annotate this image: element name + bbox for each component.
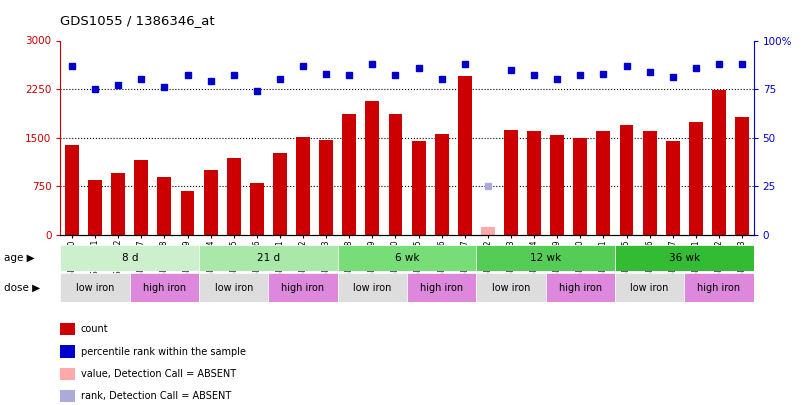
Text: rank, Detection Call = ABSENT: rank, Detection Call = ABSENT bbox=[81, 391, 231, 401]
Text: dose ▶: dose ▶ bbox=[4, 283, 40, 292]
Bar bbox=[504, 130, 518, 235]
Text: low iron: low iron bbox=[630, 283, 669, 292]
Bar bbox=[130, 273, 199, 302]
Bar bbox=[476, 245, 615, 271]
Bar bbox=[199, 245, 338, 271]
Bar bbox=[596, 131, 610, 235]
Text: low iron: low iron bbox=[76, 283, 114, 292]
Bar bbox=[65, 145, 79, 235]
Bar bbox=[268, 273, 338, 302]
Bar bbox=[338, 273, 407, 302]
Text: GDS1055 / 1386346_at: GDS1055 / 1386346_at bbox=[60, 14, 215, 27]
Text: high iron: high iron bbox=[420, 283, 463, 292]
Bar bbox=[199, 273, 268, 302]
Text: 8 d: 8 d bbox=[122, 253, 138, 263]
Bar bbox=[157, 177, 172, 235]
Bar bbox=[615, 245, 754, 271]
Text: low iron: low iron bbox=[353, 283, 392, 292]
Bar bbox=[273, 153, 287, 235]
Bar bbox=[181, 191, 194, 235]
Text: high iron: high iron bbox=[281, 283, 325, 292]
Bar bbox=[615, 273, 684, 302]
Bar bbox=[319, 140, 333, 235]
Text: high iron: high iron bbox=[559, 283, 602, 292]
Text: 12 wk: 12 wk bbox=[530, 253, 561, 263]
Bar bbox=[620, 125, 634, 235]
Bar bbox=[204, 170, 218, 235]
Bar bbox=[642, 130, 657, 235]
Bar bbox=[546, 273, 615, 302]
Bar bbox=[296, 137, 310, 235]
Bar bbox=[666, 141, 679, 235]
Bar bbox=[550, 135, 564, 235]
Text: 21 d: 21 d bbox=[257, 253, 280, 263]
Bar bbox=[476, 273, 546, 302]
Bar bbox=[111, 173, 125, 235]
Bar bbox=[527, 131, 541, 235]
Text: 6 wk: 6 wk bbox=[395, 253, 419, 263]
Bar bbox=[481, 227, 495, 235]
Bar bbox=[88, 181, 102, 235]
Bar bbox=[684, 273, 754, 302]
Text: value, Detection Call = ABSENT: value, Detection Call = ABSENT bbox=[81, 369, 235, 379]
Bar bbox=[250, 183, 264, 235]
Text: percentile rank within the sample: percentile rank within the sample bbox=[81, 347, 246, 356]
Text: 36 wk: 36 wk bbox=[669, 253, 700, 263]
Bar bbox=[412, 141, 426, 235]
Text: high iron: high iron bbox=[697, 283, 741, 292]
Bar bbox=[712, 90, 726, 235]
Bar bbox=[60, 245, 199, 271]
Text: low iron: low iron bbox=[492, 283, 530, 292]
Bar bbox=[434, 134, 449, 235]
Bar bbox=[226, 158, 241, 235]
Bar bbox=[689, 122, 703, 235]
Text: low iron: low iron bbox=[214, 283, 253, 292]
Bar bbox=[343, 114, 356, 235]
Bar bbox=[338, 245, 476, 271]
Bar bbox=[388, 114, 402, 235]
Text: high iron: high iron bbox=[143, 283, 186, 292]
Text: age ▶: age ▶ bbox=[4, 253, 35, 263]
Bar bbox=[60, 273, 130, 302]
Bar bbox=[365, 101, 380, 235]
Bar bbox=[735, 117, 749, 235]
Bar bbox=[407, 273, 476, 302]
Bar bbox=[135, 160, 148, 235]
Bar bbox=[458, 76, 472, 235]
Bar bbox=[573, 139, 588, 235]
Text: count: count bbox=[81, 324, 108, 334]
